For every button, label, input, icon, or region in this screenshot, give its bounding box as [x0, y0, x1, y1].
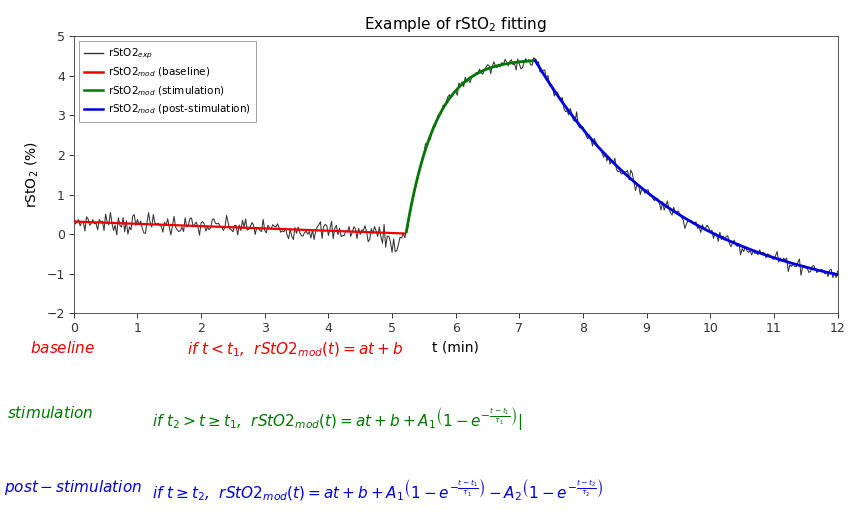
- Text: if $t \geq t_2$,  $rStO2_{mod}(t) = at + b + A_1\left(1 - e^{-\frac{t-t_1}{\tau_: if $t \geq t_2$, $rStO2_{mod}(t) = at + …: [152, 478, 603, 503]
- Y-axis label: rStO$_2$ (%): rStO$_2$ (%): [23, 141, 41, 208]
- Title: Example of rStO$_2$ fitting: Example of rStO$_2$ fitting: [365, 16, 547, 34]
- Legend: rStO2$_{exp}$, rStO2$_{mod}$ (baseline), rStO2$_{mod}$ (stimulation), rStO2$_{mo: rStO2$_{exp}$, rStO2$_{mod}$ (baseline),…: [79, 41, 256, 122]
- Text: $baseline$: $baseline$: [30, 340, 95, 356]
- X-axis label: t (min): t (min): [432, 341, 479, 355]
- Text: if $t_2 > t \geq t_1$,  $rStO2_{mod}(t) = at + b + A_1\left(1 - e^{-\frac{t-t_1}: if $t_2 > t \geq t_1$, $rStO2_{mod}(t) =…: [152, 405, 523, 432]
- Text: if $t < t_1$,  $rStO2_{mod}(t) = at + b$: if $t < t_1$, $rStO2_{mod}(t) = at + b$: [187, 340, 403, 358]
- Text: $stimulation$: $stimulation$: [7, 405, 94, 421]
- Text: $post-stimulation$: $post-stimulation$: [4, 478, 142, 497]
